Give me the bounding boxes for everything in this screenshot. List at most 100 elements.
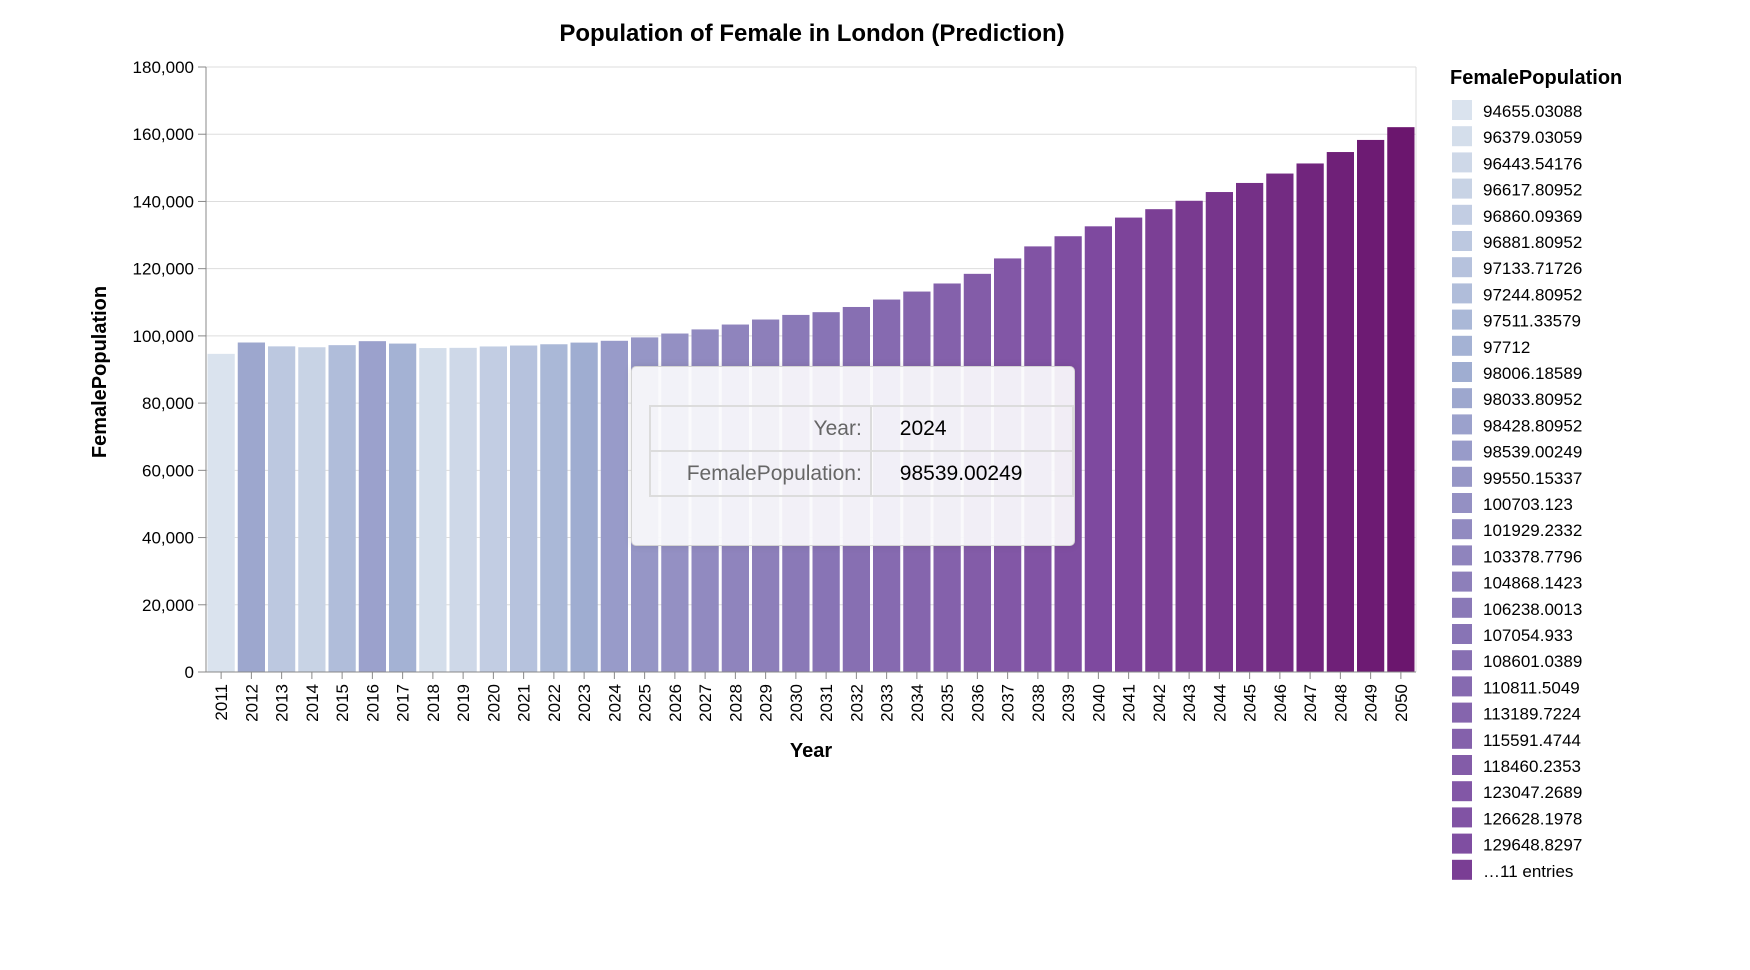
x-tick-label-2042: 2042 [1150,684,1169,722]
x-tick-label-2028: 2028 [726,684,745,722]
legend-swatch [1452,414,1472,435]
bar-2045 [1236,182,1264,673]
bar-2050 [1387,127,1415,673]
x-tick-label-2014: 2014 [303,684,322,722]
x-tick-label-2017: 2017 [394,684,413,722]
bar-2040 [1084,226,1112,673]
bar-2014 [298,347,326,672]
x-tick-label-2035: 2035 [938,684,957,722]
x-tick-label-2020: 2020 [484,684,503,722]
bar-2042 [1145,209,1173,673]
x-tick-label-2048: 2048 [1331,684,1350,722]
legend-swatch [1452,781,1472,802]
x-tick-label-2027: 2027 [696,684,715,722]
tooltip-population-key: FemalePopulation: [649,450,872,497]
legend-label: 97133.71726 [1483,259,1582,278]
bar-2013 [268,346,296,672]
x-axis-title: Year [790,740,832,762]
y-tick-label: 120,000 [133,260,194,279]
legend-label: 106238.0013 [1483,600,1582,619]
legend-swatch [1452,493,1472,513]
x-tick-label-2024: 2024 [605,684,624,722]
x-tick-label-2015: 2015 [333,684,352,722]
bar-2049 [1357,139,1385,673]
bar-2022 [540,344,568,672]
y-tick-label: 100,000 [133,327,194,346]
x-tick-label-2036: 2036 [968,684,987,722]
x-tick-label-2018: 2018 [424,684,443,722]
legend-label: 115591.4744 [1483,731,1581,750]
y-axis: 0 20,000 40,000 60,000 80,000 100,000 120,000 1… [133,58,207,682]
bar-2011 [207,353,235,672]
legend-swatch-more [1452,859,1472,880]
legend-label: 96379.03059 [1483,128,1582,147]
legend-label: 98033.80952 [1483,390,1582,409]
legend-swatch [1452,728,1472,749]
tooltip: Year: 2024 FemalePopulation: 98539.00249 [631,366,1075,546]
tooltip-row-year: Year: 2024 [649,405,1075,452]
x-tick-label-2025: 2025 [636,684,655,722]
legend-swatch [1452,466,1472,487]
legend-title: FemalePopulation [1450,67,1622,89]
legend-label: 118460.2353 [1483,757,1581,776]
x-tick-label-2011: 2011 [212,684,231,721]
legend-label: 97511.33579 [1483,312,1581,331]
legend-swatch [1452,702,1472,723]
legend-swatch [1452,178,1472,199]
x-tick-label-2041: 2041 [1120,684,1139,722]
x-tick-label-2049: 2049 [1362,684,1381,722]
x-tick-label-2019: 2019 [454,684,473,722]
legend-label: 97244.80952 [1483,285,1582,304]
legend-swatch [1452,624,1472,644]
x-tick-label-2022: 2022 [545,684,564,722]
legend-label: 98539.00249 [1483,443,1582,462]
legend-swatch [1452,231,1472,251]
legend-swatch [1452,833,1472,854]
x-tick-label-2046: 2046 [1271,684,1290,722]
bar-2019 [449,347,477,672]
bar-2047 [1296,163,1324,673]
x-tick-label-2038: 2038 [1029,684,1048,722]
legend-label: 103378.7796 [1483,547,1582,566]
legend-label: 113189.7224 [1483,705,1581,724]
bar-2024 [600,340,628,672]
x-tick-label-2033: 2033 [878,684,897,722]
legend-label: 123047.2689 [1483,783,1582,802]
legend-swatch [1452,676,1472,697]
legend-label: 101929.2332 [1483,521,1582,540]
legend-swatch [1452,257,1472,278]
x-tick-label-2030: 2030 [787,684,806,722]
legend-swatch [1452,283,1472,304]
y-tick-label: 0 [185,663,194,682]
legend-label: 107054.933 [1483,626,1573,645]
bar-2046 [1266,173,1294,672]
legend-label: 98006.18589 [1483,364,1582,383]
x-tick-label-2050: 2050 [1392,684,1411,722]
legend-swatch [1452,388,1472,409]
tooltip-table: Year: 2024 FemalePopulation: 98539.00249 [649,405,1075,497]
legend-label: 98428.80952 [1483,416,1582,435]
legend-swatch [1452,309,1472,330]
y-axis-title: FemalePopulation [89,286,111,458]
bar-2020 [479,346,507,672]
legend-label: 96881.80952 [1483,233,1582,252]
bar-2016 [358,341,386,672]
legend-label: 104868.1423 [1483,574,1582,593]
legend-swatch [1452,519,1472,540]
legend-swatch [1452,204,1472,225]
legend-swatch [1452,755,1472,775]
legend-swatch [1452,335,1472,356]
y-tick-label: 40,000 [142,529,194,548]
tooltip-year-value: 2024 [869,405,1075,452]
legend-swatch [1452,152,1472,173]
x-tick-label-2043: 2043 [1180,684,1199,722]
y-tick-label: 60,000 [142,461,194,480]
legend-swatch [1452,597,1472,618]
legend: 94655.03088 96379.03059 96443.54176 96617.8… [1452,100,1582,881]
legend-label: 110811.5049 [1483,678,1580,697]
bar-2044 [1205,192,1233,673]
x-tick-label-2044: 2044 [1210,684,1229,722]
legend-label: 96443.54176 [1483,154,1582,173]
legend-swatch [1452,440,1472,461]
x-tick-label-2016: 2016 [363,684,382,722]
